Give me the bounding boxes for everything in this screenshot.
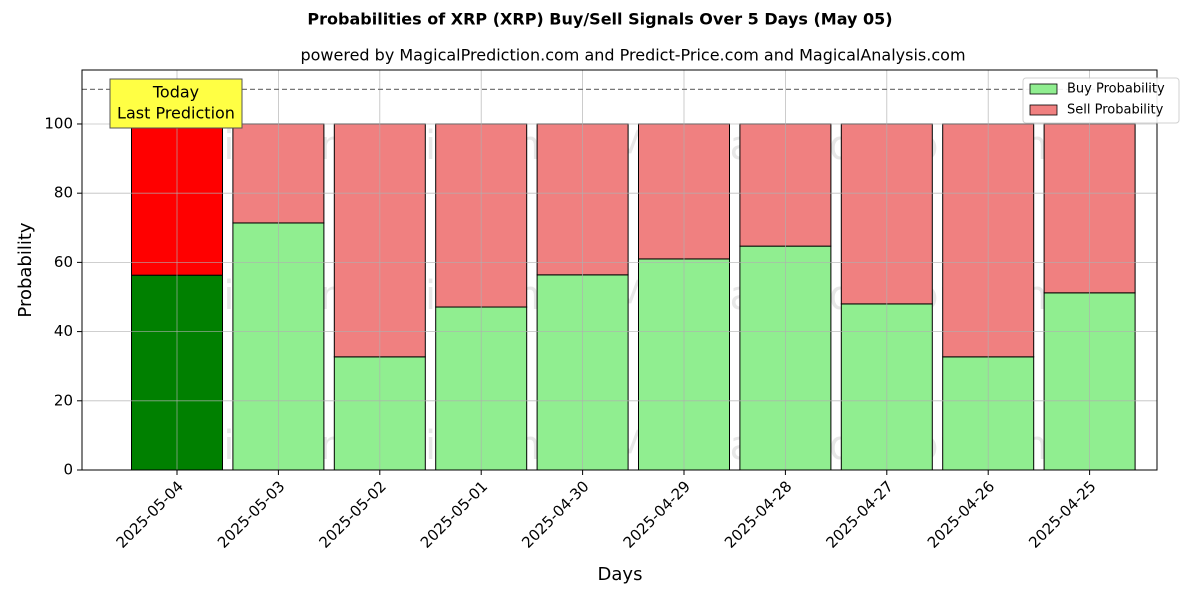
x-tick-label: 2025-04-30 bbox=[518, 477, 592, 551]
y-tick-label: 60 bbox=[54, 253, 73, 271]
x-axis-label: Days bbox=[598, 564, 643, 585]
x-tick-label: 2025-04-27 bbox=[822, 477, 896, 551]
annotation-box bbox=[109, 78, 243, 129]
plot-frame bbox=[81, 69, 1158, 471]
chart-subtitle: powered by MagicalPrediction.com and Pre… bbox=[300, 46, 965, 65]
legend-swatch bbox=[1029, 104, 1058, 116]
x-tick-label: 2025-04-25 bbox=[1025, 477, 1099, 551]
y-tick-label: 80 bbox=[54, 184, 73, 202]
y-tick-label: 20 bbox=[54, 391, 73, 409]
y-tick-label: 0 bbox=[63, 461, 73, 479]
x-tick-label: 2025-04-26 bbox=[924, 477, 998, 551]
x-tick-label: 2025-05-04 bbox=[113, 477, 187, 551]
annotation-text: Today bbox=[152, 83, 199, 102]
x-tick-label: 2025-04-29 bbox=[620, 477, 694, 551]
x-tick-label: 2025-05-01 bbox=[417, 477, 491, 551]
legend-box bbox=[1022, 77, 1180, 124]
x-tick-label: 2025-04-28 bbox=[721, 477, 795, 551]
annotation-text: Last Prediction bbox=[117, 104, 235, 123]
y-tick-label: 100 bbox=[44, 114, 73, 132]
legend-swatch bbox=[1029, 83, 1058, 95]
x-tick-label: 2025-05-03 bbox=[214, 477, 288, 551]
legend-label: Sell Probability bbox=[1067, 103, 1164, 118]
legend-label: Buy Probability bbox=[1067, 82, 1165, 97]
x-tick-label: 2025-05-02 bbox=[315, 477, 389, 551]
chart-title: Probabilities of XRP (XRP) Buy/Sell Sign… bbox=[307, 10, 892, 29]
y-tick-label: 40 bbox=[54, 322, 73, 340]
y-axis-label: Probability bbox=[15, 222, 36, 317]
